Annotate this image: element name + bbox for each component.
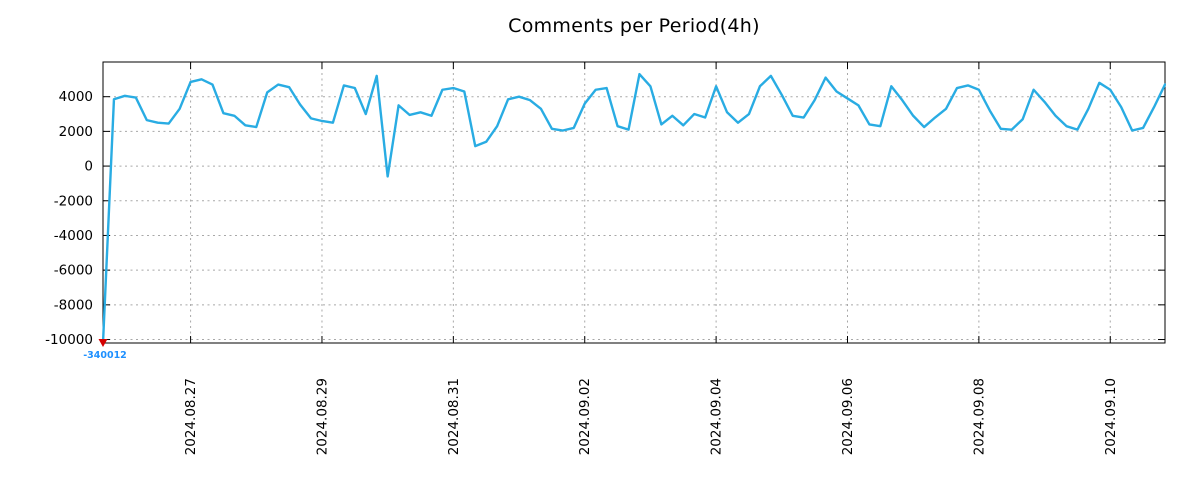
y-tick-label: -2000 [54, 193, 93, 209]
x-tick-label: 2024.09.04 [709, 378, 725, 455]
y-tick-label: 0 [84, 159, 93, 175]
y-tick-label: 4000 [59, 89, 93, 105]
y-tick-label: -6000 [54, 263, 93, 279]
y-tick-label: -8000 [54, 297, 93, 313]
x-tick-label: 2024.08.29 [314, 378, 330, 455]
chart-title: Comments per Period(4h) [508, 15, 760, 37]
axis-labels: 4000 2000 0 -2000 -4000 -6000 -8000 -10000 2024.… [45, 89, 1119, 455]
y-tick-label: 2000 [59, 124, 93, 140]
outlier-marker-down-triangle-icon [98, 339, 108, 347]
grid-lines [103, 62, 1165, 343]
x-tick-label: 2024.09.08 [971, 378, 987, 455]
outlier-value-label: -340012 [83, 350, 127, 361]
x-tick-label: 2024.09.02 [577, 378, 593, 455]
y-tick-label: -10000 [45, 332, 93, 348]
x-tick-label: 2024.08.31 [446, 378, 462, 455]
plot-border [102, 61, 1166, 344]
x-tick-label: 2024.09.10 [1103, 378, 1119, 455]
y-tick-label: -4000 [54, 228, 93, 244]
data-line-comments [102, 72, 1166, 344]
x-tick-label: 2024.09.06 [840, 378, 856, 455]
x-tick-label: 2024.08.27 [183, 378, 199, 455]
